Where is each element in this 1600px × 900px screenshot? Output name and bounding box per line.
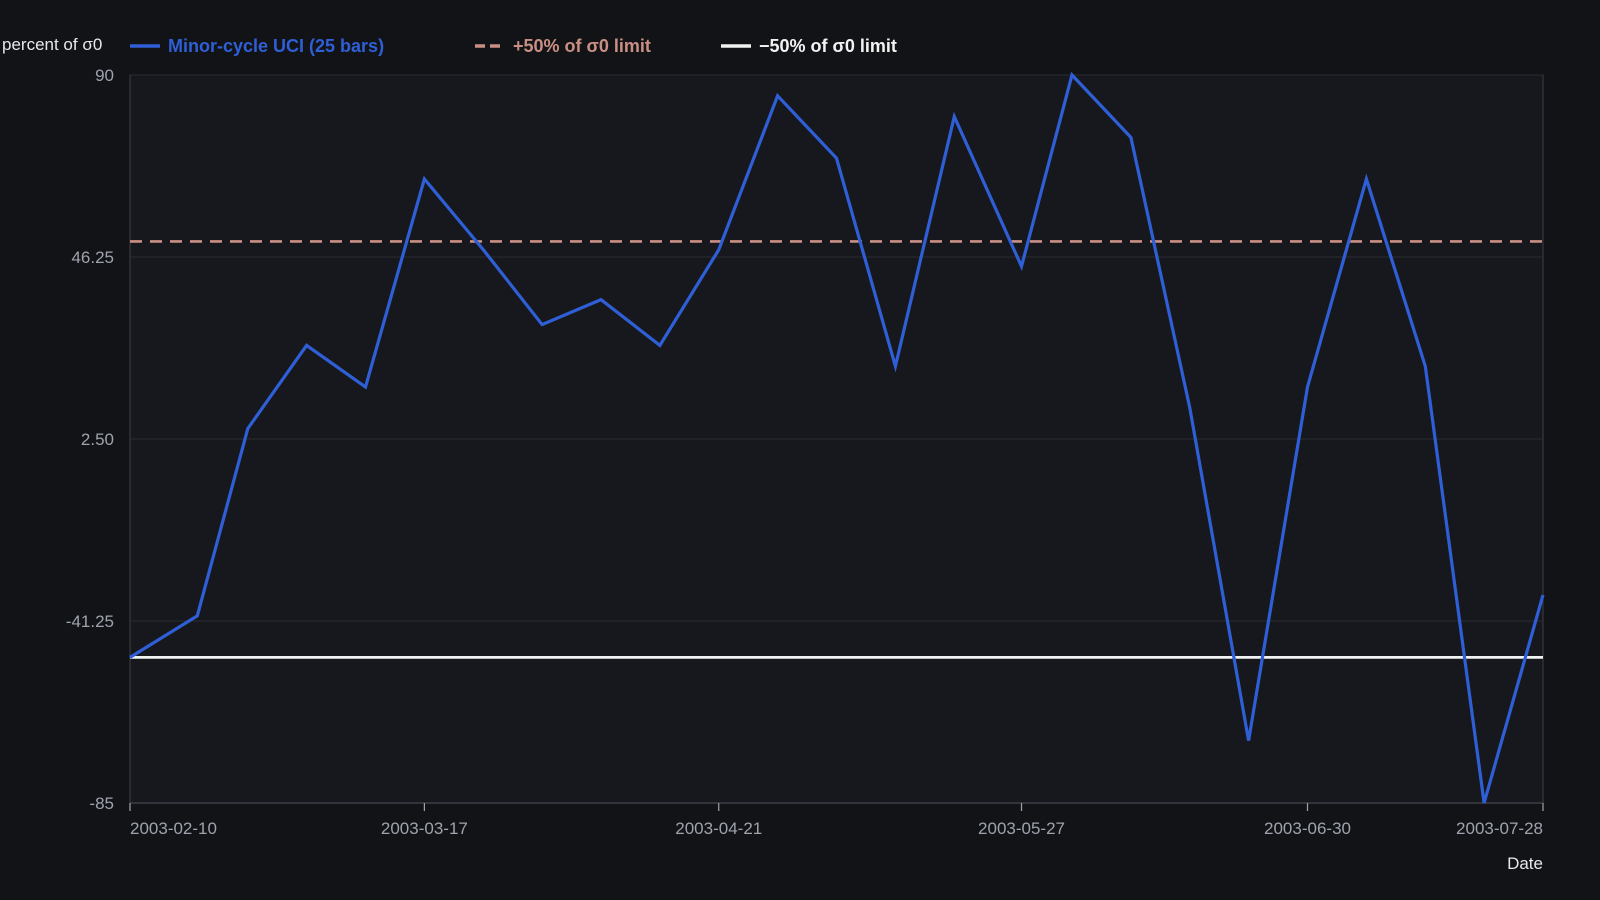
- y-axis-label: percent of σ0: [2, 35, 102, 54]
- y-tick-label: -85: [89, 794, 114, 813]
- x-tick-label: 2003-03-17: [381, 819, 468, 838]
- series: [129, 71, 1545, 804]
- x-tick-label: 2003-02-10: [130, 819, 217, 838]
- legend-label-uci: Minor-cycle UCI (25 bars): [168, 36, 384, 56]
- y-tick-label: 90: [95, 66, 114, 85]
- legend: Minor-cycle UCI (25 bars) +50% of σ0 lim…: [130, 36, 897, 56]
- x-tick-label: 2003-07-28: [1456, 819, 1543, 838]
- axes: 90 46.25 2.50 -41.25 -85 2003-02-10 2003-03-17…: [66, 66, 1544, 838]
- legend-label-lower-limit: −50% of σ0 limit: [759, 36, 897, 56]
- y-tick-label: 46.25: [71, 248, 114, 267]
- x-tick-label: 2003-05-27: [978, 819, 1065, 838]
- x-tick-label: 2003-04-21: [675, 819, 762, 838]
- y-tick-label: 2.50: [81, 430, 114, 449]
- y-tick-label: -41.25: [66, 612, 114, 631]
- x-axis-label: Date: [1507, 854, 1543, 873]
- legend-label-upper-limit: +50% of σ0 limit: [513, 36, 651, 56]
- x-tick-label: 2003-06-30: [1264, 819, 1351, 838]
- series-line-uci: [129, 71, 1545, 804]
